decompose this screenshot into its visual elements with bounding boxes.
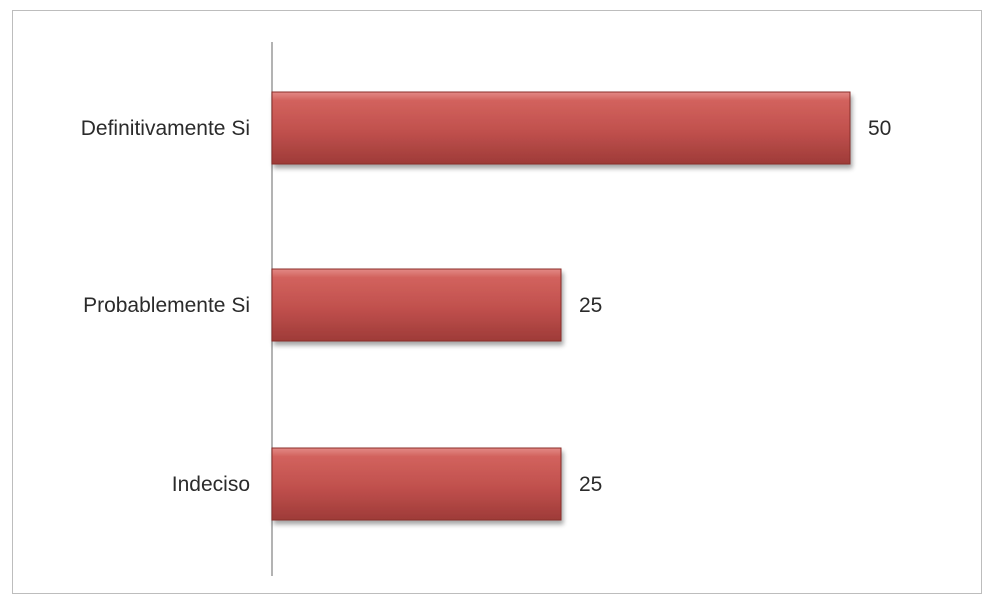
data-label: 50 — [868, 117, 891, 140]
bar-indeciso — [271, 447, 562, 521]
data-label: 25 — [579, 294, 602, 317]
bar-probablemente-si — [271, 268, 562, 342]
category-label: Probablemente Si — [83, 294, 250, 317]
category-label: Indeciso — [172, 473, 250, 496]
category-label: Definitivamente Si — [81, 117, 250, 140]
bar-definitivamente-si — [271, 91, 851, 165]
data-label: 25 — [579, 473, 602, 496]
